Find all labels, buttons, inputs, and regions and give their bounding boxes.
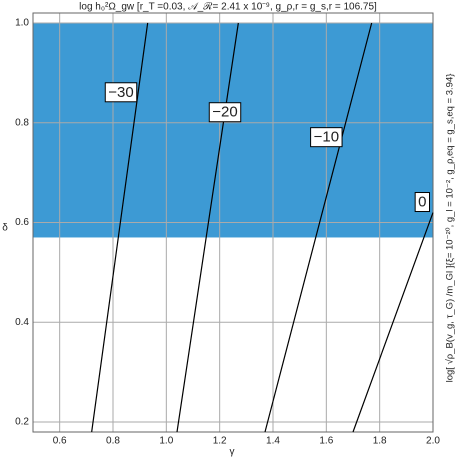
contour-line xyxy=(352,212,434,433)
contour-label: −30 xyxy=(108,84,133,101)
y-axis-label: δ xyxy=(2,223,8,234)
x-tick-label: 0.8 xyxy=(106,436,120,447)
y-tick-label: 0.2 xyxy=(15,417,29,428)
x-tick-label: 1.0 xyxy=(159,436,173,447)
x-tick-label: 0.6 xyxy=(53,436,67,447)
contour-label-box xyxy=(414,192,431,213)
contour-label: −20 xyxy=(212,104,237,121)
contour-line xyxy=(176,22,239,433)
x-axis-label: γ xyxy=(230,447,235,458)
contour-label: 0 xyxy=(418,194,426,211)
x-tick-label: 1.2 xyxy=(213,436,227,447)
contour-label-box xyxy=(310,127,343,148)
contour-line xyxy=(91,22,149,433)
plot-frame xyxy=(32,12,434,433)
x-tick-label: 2.0 xyxy=(426,436,440,447)
y-tick-label: 0.6 xyxy=(15,217,29,228)
x-tick-label: 1.6 xyxy=(319,436,333,447)
chart-title: log h₀²Ω_gw [r_T =0.03, 𝒜_ℛ= 2.41 x 10⁻⁹… xyxy=(79,1,377,13)
contour-line xyxy=(264,22,373,433)
x-tick-label: 1.4 xyxy=(266,436,280,447)
right-axis-label: log[ √ρ_B(v_g, τ_G) /m_Gl ]{ξ= 10⁻²⁰, g_… xyxy=(445,74,456,383)
y-tick-label: 1.0 xyxy=(15,18,29,29)
contour-label-box xyxy=(104,82,138,103)
x-tick-label: 1.8 xyxy=(373,436,387,447)
contour-label-box xyxy=(208,102,242,123)
y-tick-label: 0.4 xyxy=(15,317,29,328)
contour-label: −10 xyxy=(314,129,339,146)
y-tick-label: 0.8 xyxy=(15,117,29,128)
